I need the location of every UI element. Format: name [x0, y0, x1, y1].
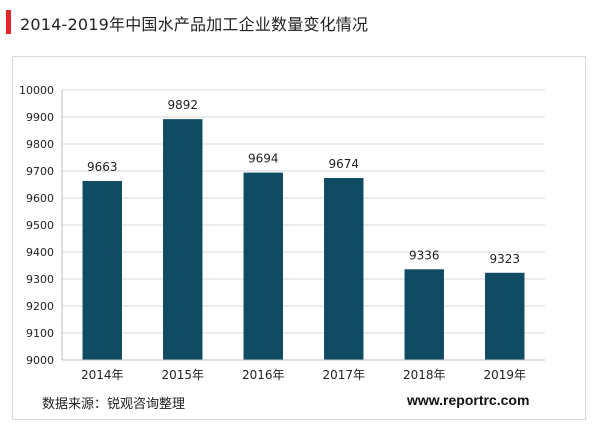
- bar: [243, 172, 283, 360]
- bar: [163, 119, 203, 360]
- y-tick-label: 9200: [26, 300, 54, 313]
- bar: [82, 180, 122, 360]
- y-tick-label: 9700: [26, 165, 54, 178]
- data-label: 9892: [167, 98, 198, 112]
- data-labels: 9663 9892 9694 9674 9336 9323: [87, 98, 520, 266]
- x-tick-label: 2016年: [242, 368, 285, 382]
- bars: [82, 119, 525, 360]
- y-tick-label: 10000: [19, 84, 54, 97]
- bar: [404, 269, 444, 360]
- chart-title: 2014-2019年中国水产品加工企业数量变化情况: [20, 15, 369, 34]
- data-label: 9663: [87, 160, 118, 174]
- y-tick-label: 9900: [26, 111, 54, 124]
- bar: [485, 272, 525, 360]
- x-tick-label: 2019年: [483, 368, 526, 382]
- axes: 9000 9100 9200 9300 9400 9500 9600 9700 9800 9900…: [19, 84, 545, 382]
- x-tick-label: 2014年: [81, 368, 124, 382]
- data-label: 9323: [489, 252, 520, 266]
- title-accent-bar: [6, 10, 11, 34]
- title-bar: 2014-2019年中国水产品加工企业数量变化情况: [0, 0, 600, 44]
- y-tick-label: 9100: [26, 327, 54, 340]
- y-tick-label: 9800: [26, 138, 54, 151]
- data-label: 9336: [409, 248, 440, 262]
- y-tick-label: 9300: [26, 273, 54, 286]
- y-tick-label: 9500: [26, 219, 54, 232]
- y-tick-label: 9000: [26, 354, 54, 367]
- x-tick-label: 2018年: [403, 368, 446, 382]
- x-tick-label: 2017年: [322, 368, 365, 382]
- gridlines: [62, 89, 545, 334]
- data-source-note: 数据来源：锐观咨询整理: [42, 397, 186, 412]
- bar: [324, 178, 364, 360]
- data-label: 9694: [248, 152, 279, 166]
- y-tick-label: 9400: [26, 246, 54, 259]
- x-tick-label: 2015年: [161, 368, 204, 382]
- y-tick-label: 9600: [26, 192, 54, 205]
- data-label: 9674: [328, 157, 359, 171]
- website-link[interactable]: www.reportrc.com: [407, 392, 530, 408]
